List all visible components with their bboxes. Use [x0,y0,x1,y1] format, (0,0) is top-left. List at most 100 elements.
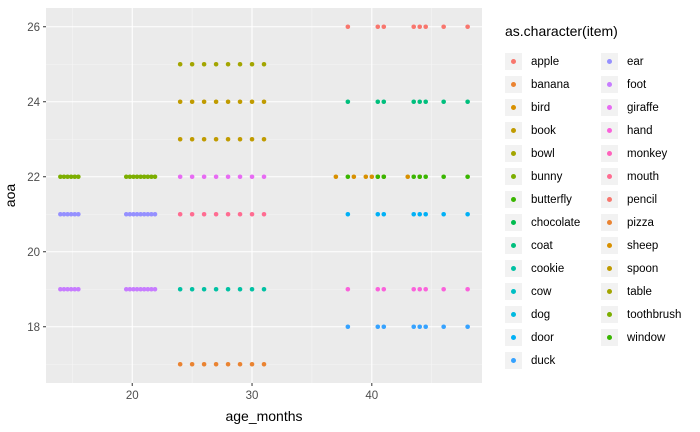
legend-label: foot [627,78,647,91]
plot-panel [46,8,482,383]
legend-item-spoon: spoon [594,257,690,280]
data-point-toothbrush [127,174,133,180]
legend-item-chocolate: chocolate [498,211,594,234]
data-point-ear [145,211,151,217]
legend-key-dot [511,105,516,110]
data-point-giraffe [213,174,219,180]
legend-key-dot [607,243,612,248]
data-point-ear [68,211,74,217]
legend-label: bird [531,101,551,114]
data-point-banana [249,361,255,367]
data-point-toothbrush [152,174,158,180]
legend-key [505,237,522,254]
legend-label: duck [531,354,556,367]
data-point-banana [237,361,243,367]
legend-key [505,99,522,116]
data-point-window [375,174,381,180]
data-point-door [345,211,351,217]
legend-key-dot [511,312,516,317]
legend-key-dot [511,335,516,340]
data-point-duck [465,324,470,330]
data-point-table [213,61,219,67]
y-tick-label: 26 [27,22,40,34]
data-point-foot [145,286,151,292]
data-point-mouth [249,211,255,217]
legend-key-dot [511,243,516,248]
y-axis-ticks: 18 20 22 24 26 [27,22,46,334]
data-point-table [177,61,183,67]
data-point-foot [141,286,147,292]
legend-label: chocolate [531,216,581,229]
legend-item-toothbrush: toothbrush [594,303,690,326]
data-point-bird [351,174,357,180]
data-point-coat [411,99,417,105]
x-axis-ticks: 20 30 40 [126,383,378,402]
data-point-book [237,136,243,142]
legend-key [601,76,618,93]
legend-key-dot [607,151,612,156]
data-point-toothbrush [123,174,129,180]
legend-key-dot [607,174,612,179]
legend-key [505,53,522,70]
legend-key-dot [511,82,516,87]
x-tick-label: 20 [126,390,139,402]
legend-key [505,283,522,300]
data-point-coat [381,99,387,105]
data-point-hand [465,286,470,292]
data-point-mouth [201,211,207,217]
data-point-mouth [189,211,195,217]
data-point-giraffe [225,174,231,180]
legend-key-dot [607,197,612,202]
legend-columns: apple banana bird book bowl bunny butterfly cho… [498,50,698,372]
legend-label: window [627,331,666,344]
data-point-spoon [225,99,231,105]
data-point-cookie [189,286,195,292]
data-point-window [411,174,417,180]
legend-item-pencil: pencil [594,188,690,211]
legend-item-cookie: cookie [498,257,594,280]
y-tick-label: 18 [27,322,40,334]
data-point-giraffe [201,174,207,180]
data-point-pencil [381,24,387,30]
data-point-door [417,211,423,217]
data-point-spoon [213,99,219,105]
legend-key [601,237,618,254]
data-point-toothbrush [61,174,67,180]
legend-item-bird: bird [498,96,594,119]
legend-label: butterfly [531,193,572,206]
legend-label: apple [531,55,560,68]
legend-label: hand [627,124,653,137]
data-point-ear [127,211,133,217]
data-point-ear [76,211,81,217]
data-point-window [381,174,387,180]
data-point-foot [123,286,129,292]
data-point-spoon [201,99,207,105]
data-point-table [237,61,243,67]
data-point-ear [149,211,154,217]
data-point-window [423,174,429,180]
legend-item-sheep: sheep [594,234,690,257]
data-point-toothbrush [145,174,151,180]
data-point-banana [225,361,231,367]
legend-key [505,352,522,369]
data-point-spoon [261,99,267,105]
legend-item-coat: coat [498,234,594,257]
data-point-giraffe [177,174,183,180]
data-point-spoon [189,99,195,105]
data-point-ear [58,211,63,217]
legend-label: dog [531,308,551,321]
legend-item-table: table [594,280,690,303]
data-point-hand [423,286,429,292]
data-point-ear [141,211,147,217]
data-point-coat [417,99,423,105]
data-point-foot [65,286,70,292]
data-point-hand [345,286,351,292]
data-point-book [177,136,183,142]
legend-item-bowl: bowl [498,142,594,165]
legend-key-dot [511,266,516,271]
legend-item-giraffe: giraffe [594,96,690,119]
data-point-coat [345,99,351,105]
legend-key [505,76,522,93]
legend-key [505,191,522,208]
